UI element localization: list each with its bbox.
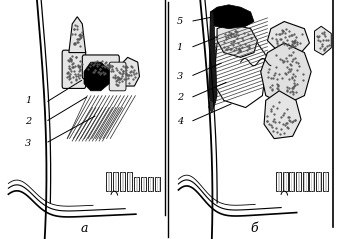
Bar <box>276 172 281 191</box>
Polygon shape <box>209 12 217 103</box>
Bar <box>127 172 132 191</box>
FancyBboxPatch shape <box>109 62 126 91</box>
Bar <box>316 172 321 191</box>
Text: 2: 2 <box>25 117 31 126</box>
Polygon shape <box>118 57 140 86</box>
Bar <box>148 177 153 191</box>
Bar <box>283 172 288 191</box>
FancyBboxPatch shape <box>62 50 86 88</box>
Bar <box>106 172 111 191</box>
Bar <box>120 172 125 191</box>
Text: 3: 3 <box>177 72 183 81</box>
Polygon shape <box>210 5 254 29</box>
Text: б: б <box>250 222 258 235</box>
Text: 1: 1 <box>177 43 183 52</box>
Bar <box>310 172 314 191</box>
Polygon shape <box>209 100 215 112</box>
Bar <box>296 172 301 191</box>
FancyBboxPatch shape <box>82 55 119 79</box>
Polygon shape <box>314 26 331 55</box>
Bar <box>113 172 118 191</box>
Text: 3: 3 <box>25 139 31 148</box>
Text: 5: 5 <box>177 17 183 26</box>
Polygon shape <box>217 24 257 57</box>
Bar <box>323 172 328 191</box>
Polygon shape <box>264 91 301 139</box>
Bar <box>303 172 308 191</box>
Text: 4: 4 <box>177 117 183 126</box>
Text: 2: 2 <box>177 93 183 102</box>
Bar <box>141 177 146 191</box>
Bar <box>134 177 139 191</box>
Polygon shape <box>84 62 109 91</box>
Polygon shape <box>69 17 86 53</box>
Bar <box>289 172 294 191</box>
Text: а: а <box>80 222 88 235</box>
Text: 1: 1 <box>25 96 31 105</box>
Bar <box>155 177 160 191</box>
Polygon shape <box>261 43 311 105</box>
Polygon shape <box>214 36 267 108</box>
Polygon shape <box>267 22 310 53</box>
